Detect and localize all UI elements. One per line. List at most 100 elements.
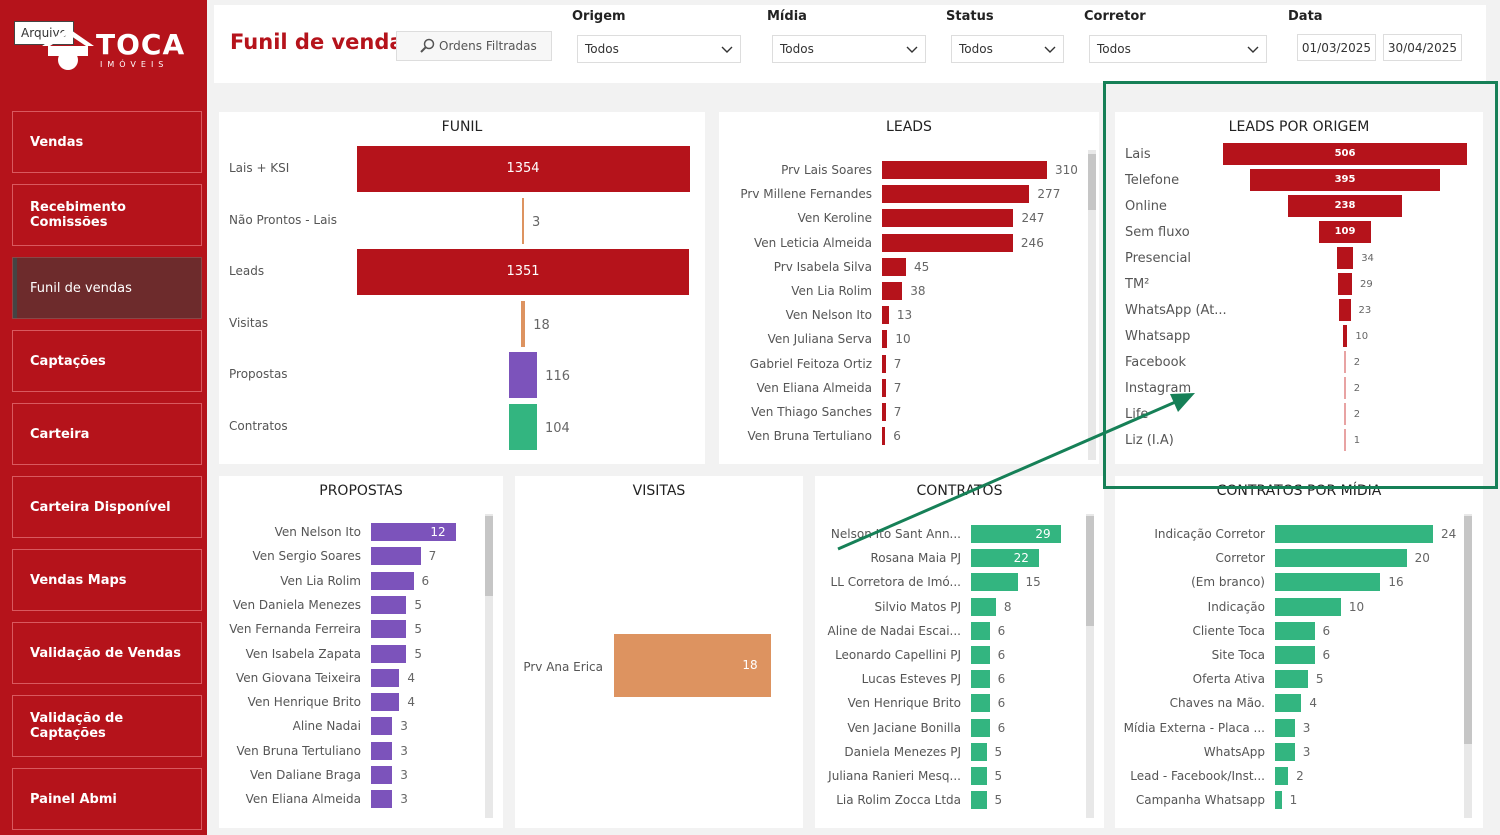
bar[interactable] <box>522 197 524 244</box>
bar[interactable] <box>371 644 407 663</box>
bar[interactable] <box>371 790 393 809</box>
bar[interactable] <box>1275 791 1282 810</box>
bar[interactable] <box>882 427 886 446</box>
scrollbar-thumb[interactable] <box>485 516 493 596</box>
nav-item-vendas[interactable]: Vendas <box>12 111 202 173</box>
bar[interactable] <box>882 403 886 421</box>
nav-item-vendas-maps[interactable]: Vendas Maps <box>12 549 202 611</box>
filter-status-dropdown[interactable]: Todos <box>951 35 1064 63</box>
bar-value: 247 <box>1021 211 1045 226</box>
scrollbar-thumb[interactable] <box>1464 516 1472 744</box>
bar[interactable] <box>1275 573 1381 592</box>
bar[interactable] <box>882 282 903 300</box>
bar[interactable] <box>1275 670 1308 689</box>
bar[interactable] <box>356 249 690 295</box>
bar[interactable] <box>971 767 987 785</box>
panel-funil: FUNIL Lais + KSI 1354 Não Prontos - Lais 3 Le… <box>219 112 705 464</box>
bar[interactable] <box>371 766 393 784</box>
bar[interactable] <box>882 306 889 325</box>
date-start-input[interactable]: 01/03/2025 <box>1297 34 1376 61</box>
bar[interactable] <box>1344 377 1347 399</box>
bar[interactable] <box>371 741 393 760</box>
bar[interactable] <box>1318 221 1372 243</box>
bar-label: WhatsApp <box>1203 744 1265 759</box>
bar[interactable] <box>1275 597 1341 616</box>
bar[interactable] <box>371 595 407 614</box>
bar-label: Oferta Ativa <box>1192 672 1265 687</box>
bar[interactable] <box>1275 767 1289 785</box>
orders-filter-button[interactable]: Ordens Filtradas <box>396 31 552 61</box>
bar-value: 3 <box>400 768 408 782</box>
bar[interactable] <box>356 146 690 192</box>
bar[interactable] <box>371 620 407 639</box>
bar[interactable] <box>971 718 990 737</box>
bar[interactable] <box>882 330 888 349</box>
bar[interactable] <box>1275 694 1302 713</box>
bar[interactable] <box>1275 525 1433 543</box>
bar[interactable] <box>882 185 1030 204</box>
bar[interactable] <box>971 621 990 640</box>
nav-item-painel-abmi[interactable]: Painel Abmi <box>12 768 202 830</box>
bar[interactable] <box>1338 273 1352 295</box>
bar-value: 5 <box>414 622 423 637</box>
bar[interactable] <box>371 668 400 687</box>
bar[interactable] <box>509 403 537 450</box>
nav-item-validacao-de-captacoes[interactable]: Validação de Captações <box>12 695 202 757</box>
bar[interactable] <box>882 233 1013 252</box>
bar[interactable] <box>882 209 1014 228</box>
bar[interactable] <box>1275 718 1295 737</box>
bar[interactable] <box>371 523 456 541</box>
nav-item-validacao-de-vendas[interactable]: Validação de Vendas <box>12 622 202 684</box>
bar[interactable] <box>371 717 393 736</box>
bar[interactable] <box>1275 742 1295 761</box>
date-end-input[interactable]: 30/04/2025 <box>1383 34 1462 61</box>
bar-value: 4 <box>1309 696 1317 711</box>
nav-item-carteira-disponivel[interactable]: Carteira Disponível <box>12 476 202 538</box>
bar[interactable] <box>1275 646 1315 664</box>
bar[interactable] <box>508 352 538 398</box>
bar[interactable] <box>1336 247 1354 269</box>
bar[interactable] <box>1339 299 1351 321</box>
bar[interactable] <box>971 670 990 689</box>
filter-origem-dropdown[interactable]: Todos <box>577 35 741 63</box>
bar[interactable] <box>371 693 400 712</box>
bar[interactable] <box>971 573 1018 592</box>
bar[interactable] <box>371 547 421 566</box>
bar[interactable] <box>1275 549 1407 568</box>
bar[interactable] <box>882 257 906 276</box>
scrollbar-thumb[interactable] <box>1088 154 1096 210</box>
scrollbar-thumb[interactable] <box>1086 516 1094 626</box>
bar[interactable] <box>614 634 771 697</box>
bar[interactable] <box>520 300 526 347</box>
filter-corretor-dropdown[interactable]: Todos <box>1089 35 1267 63</box>
bar[interactable] <box>1344 403 1347 425</box>
bar[interactable] <box>1342 325 1348 347</box>
nav-item-recebimento-comissoes[interactable]: Recebimento Comissões <box>12 184 202 246</box>
nav-item-funil-de-vendas[interactable]: Funil de vendas <box>12 257 202 319</box>
bar[interactable] <box>971 791 987 810</box>
bar[interactable] <box>1249 169 1441 191</box>
nav-item-carteira[interactable]: Carteira <box>12 403 202 465</box>
bar[interactable] <box>971 597 996 616</box>
toca-logo: TOCA IMÓVEIS <box>40 24 184 80</box>
bar[interactable] <box>971 646 990 664</box>
bar[interactable] <box>882 378 886 397</box>
bar[interactable] <box>971 694 990 713</box>
nav-item-captacoes[interactable]: Captações <box>12 330 202 392</box>
scrollbar[interactable] <box>1088 150 1096 460</box>
bar[interactable] <box>1223 143 1467 165</box>
scrollbar[interactable] <box>1464 514 1472 818</box>
scrollbar[interactable] <box>1086 514 1094 818</box>
bar[interactable] <box>1344 429 1347 451</box>
bar[interactable] <box>971 742 987 761</box>
bar[interactable] <box>1287 195 1403 217</box>
bar-label: Facebook <box>1125 355 1187 370</box>
bar[interactable] <box>971 549 1040 568</box>
bar[interactable] <box>1275 621 1315 640</box>
bar[interactable] <box>882 354 886 373</box>
filter-midia-dropdown[interactable]: Todos <box>772 35 926 63</box>
scrollbar[interactable] <box>485 514 493 818</box>
bar[interactable] <box>882 161 1047 179</box>
bar[interactable] <box>371 571 414 590</box>
bar[interactable] <box>1344 351 1347 373</box>
